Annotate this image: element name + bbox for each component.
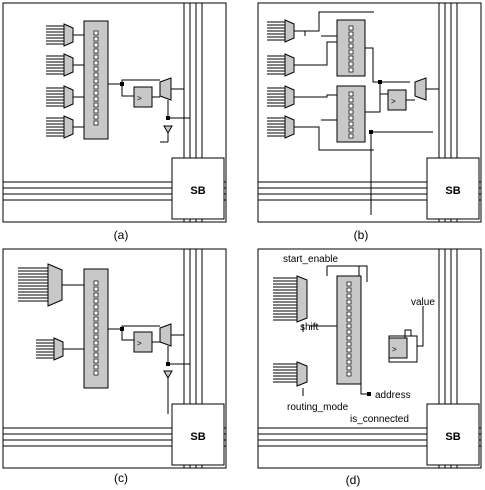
caption-c: (c): [114, 471, 128, 485]
switch-block-label-c: SB: [190, 431, 205, 443]
panel-b: SB (b): [257, 2, 482, 242]
panel-a: SB (a): [2, 2, 227, 242]
panel-d: SB start_enable shift routing_mode addre…: [257, 248, 482, 487]
label-value: value: [411, 297, 435, 308]
panel-c: SB (c): [2, 248, 227, 485]
caption-a: (a): [114, 228, 129, 242]
caption-b: (b): [354, 228, 369, 242]
label-routing-mode: routing_mode: [287, 402, 349, 413]
label-address: address: [375, 390, 411, 401]
caption-d: (d): [346, 473, 361, 487]
switch-block-label-b: SB: [445, 185, 460, 197]
label-shift: shift: [300, 322, 319, 333]
label-start-enable: start_enable: [283, 254, 338, 265]
label-is-connected: is_connected: [350, 414, 409, 425]
switch-block-label-d: SB: [445, 431, 460, 443]
switch-block-label-a: SB: [190, 185, 205, 197]
